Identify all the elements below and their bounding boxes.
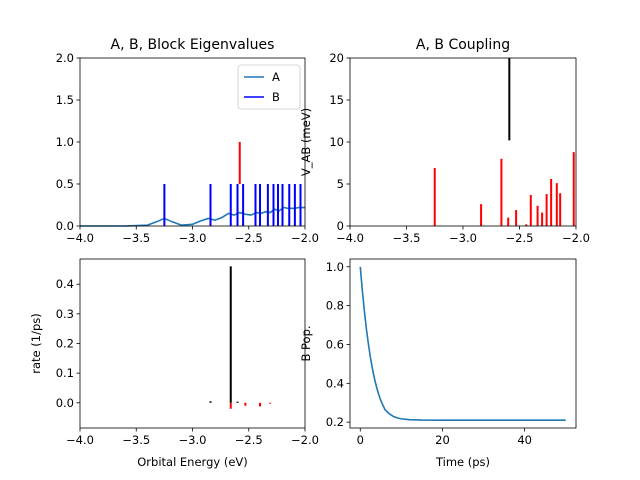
pop-xtick-label-0: 0	[357, 433, 364, 447]
eig-legend: AB	[237, 64, 301, 110]
rate-ylabel: rate (1/ps)	[29, 313, 43, 373]
rate-ytick-label-0: 0.0	[56, 396, 74, 410]
eig-xtick-label-4: −2.0	[291, 231, 319, 245]
pop-xtick-label-2: 40	[517, 433, 532, 447]
coupling-ytick-label-4: 20	[329, 51, 344, 65]
pop-xtick-label-1: 20	[435, 433, 450, 447]
eig-ytick-label-3: 1.5	[56, 93, 74, 107]
rate-ytick-label-2: 0.2	[56, 337, 74, 351]
eig-ytick-label-2: 1.0	[56, 135, 74, 149]
pop-ytick-label-4: 1.0	[326, 260, 344, 274]
rate-axes: −4.0 −3.5 −3.0 −2.5 −2.0 0.0 0.1 0.2 0.3 0.4 Orbit…	[29, 258, 319, 469]
pop-ylabel: B Pop.	[299, 325, 313, 361]
pop-series-line-0	[359, 266, 566, 422]
coupling-ytick-label-2: 10	[329, 135, 344, 149]
pop-xlabel: Time (ps)	[435, 455, 490, 469]
coupling-xtick-label-2: −3.0	[449, 231, 477, 245]
coupling-ytick-label-1: 5	[337, 177, 344, 191]
eig-legend-box	[237, 64, 301, 110]
rate-xtick-label-0: −4.0	[66, 433, 94, 447]
eig-ytick-label-4: 2.0	[56, 51, 74, 65]
coupling-xtick-label-3: −2.5	[506, 231, 534, 245]
coupling-ytick-label-3: 15	[329, 93, 344, 107]
rate-xtick-label-4: −2.0	[291, 433, 319, 447]
pop-ytick-label-1: 0.4	[326, 376, 344, 390]
coupling-ylabel: V_AB (meV)	[299, 108, 313, 176]
coupling-xtick-label-1: −3.5	[393, 231, 421, 245]
eig-xtick-label-3: −2.5	[235, 231, 263, 245]
eig-title: A, B, Block Eigenvalues	[111, 37, 275, 53]
population-axes: 0 20 40 0.2 0.4 0.6 0.8 1.0 Time (ps) B Pop.	[299, 258, 577, 469]
coupling-axes: −4.0 −3.5 −3.0 −2.5 −2.0 0 5 10 15 20 A, B Couplin…	[299, 37, 590, 245]
rate-xtick-label-3: −2.5	[235, 433, 263, 447]
rate-ytick-label-1: 0.1	[56, 366, 74, 380]
pop-frame	[349, 258, 577, 429]
eig-xtick-label-0: −4.0	[66, 231, 94, 245]
rate-ytick-label-3: 0.3	[56, 307, 74, 321]
rate-xtick-label-1: −3.5	[122, 433, 150, 447]
rate-ytick-label-4: 0.4	[56, 277, 74, 291]
coupling-xtick-label-4: −2.0	[562, 231, 590, 245]
rate-xlabel: Orbital Energy (eV)	[137, 455, 248, 469]
rate-xtick-label-2: −3.0	[179, 433, 207, 447]
coupling-xtick-label-0: −4.0	[336, 231, 364, 245]
pop-ytick-label-3: 0.8	[326, 299, 344, 313]
coupling-title: A, B Coupling	[416, 37, 510, 53]
eig-xtick-label-2: −3.0	[179, 231, 207, 245]
pop-ytick-label-0: 0.2	[326, 415, 344, 429]
eig-legend-label-1: B	[272, 90, 280, 104]
eigenvalues-axes: −4.0 −3.5 −3.0 −2.5 −2.0 0.0 0.5 1.0 1.5 2.0 A, B,…	[56, 37, 319, 245]
coupling-ytick-label-0: 0	[337, 219, 344, 233]
eig-xtick-label-1: −3.5	[122, 231, 150, 245]
eig-ytick-label-1: 0.5	[56, 177, 74, 191]
eig-ytick-label-0: 0.0	[56, 219, 74, 233]
eig-legend-label-0: A	[272, 70, 280, 84]
pop-ytick-label-2: 0.6	[326, 337, 344, 351]
